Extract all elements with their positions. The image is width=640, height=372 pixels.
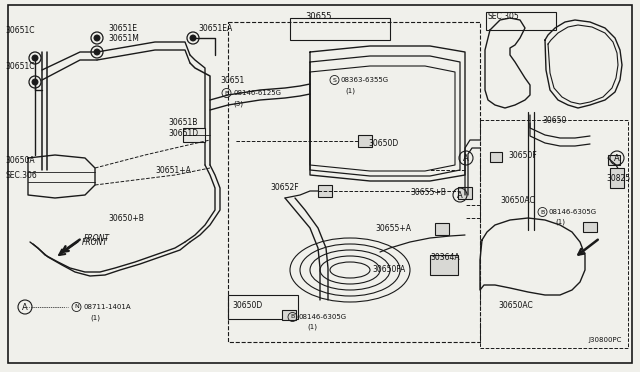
Bar <box>358 135 372 147</box>
Text: B: B <box>540 209 545 215</box>
Text: (1): (1) <box>555 219 565 225</box>
Circle shape <box>32 55 38 61</box>
Text: B: B <box>225 90 228 96</box>
Text: 30650: 30650 <box>542 115 566 125</box>
Bar <box>608 155 620 165</box>
Text: 30650F: 30650F <box>508 151 537 160</box>
Text: (1): (1) <box>90 315 100 321</box>
Bar <box>435 223 449 235</box>
Text: A: A <box>22 302 28 311</box>
Text: N: N <box>74 305 79 310</box>
Text: (3): (3) <box>233 101 243 107</box>
Circle shape <box>94 35 100 41</box>
Text: 08711-1401A: 08711-1401A <box>83 304 131 310</box>
Bar <box>430 255 458 275</box>
Bar <box>318 185 332 197</box>
Text: 30651B: 30651B <box>168 118 197 126</box>
Text: 30650A: 30650A <box>5 155 35 164</box>
Bar <box>228 22 480 342</box>
Text: 30650FA: 30650FA <box>372 266 405 275</box>
Circle shape <box>94 49 100 55</box>
Text: S: S <box>333 77 337 83</box>
Text: 30651: 30651 <box>220 76 244 84</box>
Bar <box>486 12 556 30</box>
Text: J30800PC: J30800PC <box>588 337 621 343</box>
Text: 30655: 30655 <box>305 12 332 20</box>
Bar <box>458 187 472 199</box>
Bar <box>610 168 624 188</box>
Text: 30655+B: 30655+B <box>410 187 446 196</box>
Text: FRONT: FRONT <box>82 237 108 247</box>
Text: 30651D: 30651D <box>168 128 198 138</box>
Text: SEC.305: SEC.305 <box>488 12 520 20</box>
Text: 30651E: 30651E <box>108 23 137 32</box>
Bar <box>282 310 296 320</box>
Text: 30651C: 30651C <box>5 26 35 35</box>
Bar <box>183 128 205 142</box>
Text: 30825: 30825 <box>606 173 630 183</box>
Circle shape <box>190 35 196 41</box>
Text: A: A <box>614 154 620 163</box>
Text: 30650+B: 30650+B <box>108 214 144 222</box>
Text: 30651+A: 30651+A <box>155 166 191 174</box>
Text: B: B <box>291 314 294 320</box>
Text: 30650AC: 30650AC <box>498 301 532 310</box>
Bar <box>290 18 390 40</box>
Circle shape <box>32 79 38 85</box>
Text: 30651M: 30651M <box>108 33 139 42</box>
Bar <box>228 295 298 319</box>
Text: (1): (1) <box>345 88 355 94</box>
Text: 30364A: 30364A <box>430 253 460 263</box>
Text: 30652F: 30652F <box>270 183 299 192</box>
Bar <box>490 152 502 162</box>
Text: 30650AC: 30650AC <box>500 196 535 205</box>
Text: 08146-6305G: 08146-6305G <box>299 314 347 320</box>
Text: A: A <box>463 154 469 163</box>
Text: 08146-6305G: 08146-6305G <box>549 209 597 215</box>
Bar <box>480 120 628 348</box>
Text: FRONT: FRONT <box>84 234 110 243</box>
Text: (1): (1) <box>307 324 317 330</box>
Text: 08146-6125G: 08146-6125G <box>233 90 281 96</box>
Text: 30651EA: 30651EA <box>198 23 232 32</box>
Text: A: A <box>457 190 463 199</box>
Text: 30655+A: 30655+A <box>375 224 411 232</box>
Text: 30650D: 30650D <box>232 301 262 310</box>
Text: SEC.306: SEC.306 <box>5 170 36 180</box>
Bar <box>583 222 597 232</box>
Text: 08363-6355G: 08363-6355G <box>341 77 389 83</box>
Text: 30651C: 30651C <box>5 61 35 71</box>
Text: 30650D: 30650D <box>368 138 398 148</box>
